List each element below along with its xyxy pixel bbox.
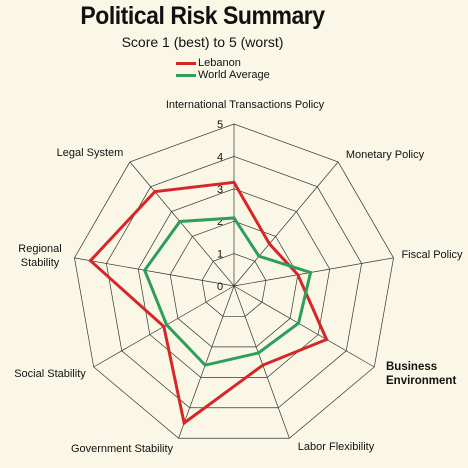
legend-label-world-average: World Average xyxy=(198,69,270,81)
point-lebanon-social-stability xyxy=(162,325,166,328)
legend-item-lebanon: Lebanon xyxy=(176,57,270,69)
spoke-business-environment xyxy=(233,285,375,368)
chart-subtitle: Score 1 (best) to 5 (worst) xyxy=(121,34,284,50)
grid-ring-5 xyxy=(74,123,394,439)
series-line-world-average xyxy=(142,216,313,367)
axis-label-fiscal-policy: Fiscal Policy xyxy=(401,249,463,261)
point-lebanon-legal-system xyxy=(153,190,157,194)
point-world-average-labor-flexibility xyxy=(256,351,260,355)
axis-label-business-environment: Business Environment xyxy=(386,361,456,387)
tick-label-0: 0 xyxy=(217,281,223,293)
spoke-regional-stability xyxy=(74,257,235,287)
point-world-average-regional-stability xyxy=(143,268,147,272)
axis-label-international-transactions-policy: International Transactions Policy xyxy=(166,99,325,111)
axis-label-legal-system: Legal System xyxy=(57,147,124,159)
axis-label-government-stability: Government Stability xyxy=(71,443,174,455)
legend-swatch-world-average xyxy=(176,73,196,77)
grid-ring-2 xyxy=(169,220,299,348)
legend: Lebanon World Average xyxy=(176,57,270,81)
tick-label-1: 1 xyxy=(217,249,223,261)
tick-label-2: 2 xyxy=(217,216,223,228)
tick-label-5: 5 xyxy=(217,119,223,131)
legend-item-world-average: World Average xyxy=(176,69,270,81)
axis-label-social-stability: Social Stability xyxy=(14,368,86,380)
point-world-average-international-transactions-policy xyxy=(232,216,236,220)
spoke-labor-flexibility xyxy=(233,285,290,439)
point-lebanon-government-stability xyxy=(182,421,186,425)
legend-swatch-lebanon xyxy=(176,61,196,65)
spoke-legal-system xyxy=(129,161,235,287)
point-lebanon-monetary-policy xyxy=(267,242,271,246)
point-world-average-monetary-policy xyxy=(257,254,261,258)
spoke-monetary-policy xyxy=(233,161,339,287)
grid-ring-3 xyxy=(137,188,331,378)
point-world-average-social-stability xyxy=(165,323,169,327)
legend-label-lebanon: Lebanon xyxy=(198,57,241,69)
axis-label-monetary-policy: Monetary Policy xyxy=(346,149,425,161)
point-lebanon-labor-flexibility xyxy=(261,363,265,367)
spoke-government-stability xyxy=(178,285,235,439)
point-world-average-government-stability xyxy=(203,363,207,367)
chart-title: Political Risk Summary xyxy=(80,2,325,30)
point-world-average-fiscal-policy xyxy=(309,270,313,274)
point-lebanon-fiscal-policy xyxy=(296,273,300,277)
spoke-fiscal-policy xyxy=(233,257,394,287)
point-world-average-business-environment xyxy=(297,321,301,325)
point-world-average-legal-system xyxy=(178,219,182,223)
grid-ring-4 xyxy=(106,156,362,409)
point-lebanon-international-transactions-policy xyxy=(232,180,236,184)
point-lebanon-regional-stability xyxy=(88,259,92,263)
axis-label-regional-stability: Regional Stability xyxy=(18,243,61,269)
tick-label-3: 3 xyxy=(217,184,223,196)
grid-ring-1 xyxy=(201,253,267,317)
point-lebanon-business-environment xyxy=(325,337,329,341)
tick-label-4: 4 xyxy=(217,151,223,163)
axis-label-labor-flexibility: Labor Flexibility xyxy=(298,441,375,453)
series-line-lebanon xyxy=(88,180,329,426)
